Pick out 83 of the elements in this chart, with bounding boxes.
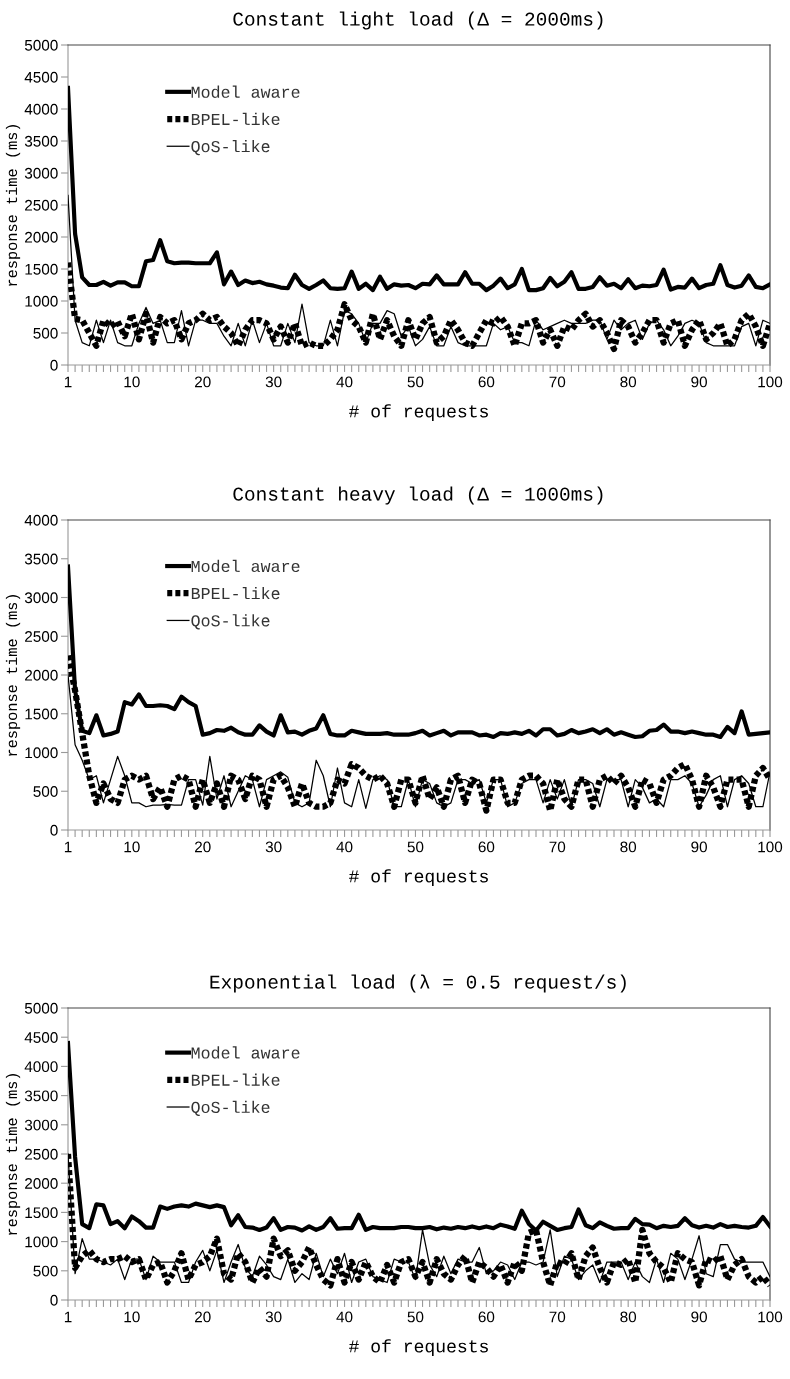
- y-tick-label: 2000: [25, 669, 58, 681]
- y-tick-label: 3500: [24, 553, 58, 565]
- x-tick-label: 1: [64, 841, 72, 853]
- y-tick-label: 2000: [25, 231, 58, 243]
- y-axis-title: response time (ms): [5, 125, 21, 286]
- y-tick-label: 1000: [25, 295, 58, 307]
- y-tick-label: 1500: [25, 1207, 58, 1219]
- x-tick-label: 100: [758, 1311, 783, 1323]
- y-tick-label: 3000: [24, 167, 58, 179]
- x-tick-label: 1: [64, 1311, 72, 1323]
- y-tick-label: 3000: [24, 592, 58, 604]
- x-tick-label: 90: [691, 841, 707, 853]
- y-tick-label: 2000: [25, 1178, 58, 1189]
- y-tick-label: 500: [33, 786, 58, 797]
- x-tick-label: 90: [691, 1311, 707, 1323]
- x-tick-label: 70: [549, 841, 566, 853]
- y-tick-label: 3500: [24, 1090, 58, 1102]
- y-tick-label: 5000: [24, 1002, 58, 1014]
- x-tick-label: 40: [336, 841, 353, 853]
- y-tick-label: 3000: [24, 1119, 58, 1131]
- y-tick-label: 0: [50, 1294, 58, 1306]
- legend-label: BPEL-like: [191, 587, 280, 600]
- legend-label: BPEL-like: [191, 112, 280, 126]
- x-tick-label: 50: [407, 1311, 424, 1323]
- y-tick-label: 4500: [24, 1032, 58, 1043]
- y-tick-label: 500: [33, 327, 58, 339]
- chart-title: Exponential load (λ = 0.5 request/s): [210, 974, 626, 993]
- legend-label: Model aware: [191, 85, 300, 98]
- y-tick-label: 2500: [25, 1148, 58, 1160]
- y-tick-label: 0: [50, 824, 58, 836]
- y-tick-label: 2500: [25, 631, 58, 642]
- x-tick-label: 10: [124, 1311, 140, 1323]
- y-tick-label: 2500: [25, 199, 58, 211]
- x-tick-label: 30: [265, 1311, 282, 1323]
- x-tick-label: 50: [407, 841, 424, 853]
- y-tick-label: 4000: [24, 103, 58, 115]
- x-tick-label: 100: [758, 376, 783, 388]
- x-tick-label: 80: [620, 841, 637, 853]
- x-tick-label: 30: [265, 376, 282, 388]
- y-axis-title: response time (ms): [5, 1074, 21, 1235]
- x-tick-label: 80: [620, 1311, 637, 1323]
- legend-label: QoS-like: [191, 614, 270, 630]
- y-tick-label: 4000: [24, 1061, 58, 1073]
- x-tick-label: 70: [549, 376, 566, 388]
- x-axis-title: # of requests: [349, 404, 488, 422]
- legend-label: QoS-like: [191, 1100, 270, 1116]
- legend-label: BPEL-like: [191, 1073, 280, 1086]
- y-tick-label: 0: [50, 359, 58, 371]
- y-tick-label: 1500: [25, 708, 58, 720]
- y-tick-label: 1500: [25, 263, 58, 275]
- x-tick-label: 60: [478, 1311, 495, 1323]
- x-axis-title: # of requests: [349, 869, 488, 887]
- x-tick-label: 80: [620, 376, 637, 388]
- y-tick-label: 1000: [25, 747, 58, 759]
- legend-label: QoS-like: [191, 140, 270, 156]
- x-tick-label: 70: [549, 1311, 566, 1323]
- y-tick-label: 4000: [24, 514, 58, 526]
- y-axis-title: response time (ms): [5, 595, 21, 756]
- x-tick-label: 20: [195, 376, 211, 388]
- y-tick-label: 5000: [24, 39, 58, 51]
- x-tick-label: 10: [124, 841, 140, 853]
- x-tick-label: 60: [478, 841, 495, 853]
- line-series: [68, 85, 770, 293]
- legend-label: Model aware: [191, 1046, 300, 1059]
- x-tick-label: 10: [124, 376, 140, 388]
- legend-label: Model aware: [191, 559, 300, 573]
- x-tick-label: 100: [758, 841, 783, 853]
- y-tick-label: 500: [33, 1265, 58, 1277]
- y-tick-label: 3500: [24, 135, 58, 147]
- y-tick-label: 4500: [24, 71, 58, 83]
- x-tick-label: 20: [195, 841, 211, 853]
- x-tick-label: 20: [195, 1311, 211, 1323]
- x-tick-label: 90: [691, 376, 707, 388]
- x-tick-label: 40: [336, 376, 353, 388]
- x-tick-label: 1: [64, 376, 72, 388]
- x-tick-label: 30: [265, 841, 282, 853]
- y-tick-label: 1000: [25, 1236, 58, 1248]
- x-axis-title: # of requests: [349, 1339, 488, 1357]
- x-tick-label: 40: [336, 1311, 353, 1323]
- x-tick-label: 50: [407, 376, 424, 388]
- chart-title: Constant light load (Δ = 2000ms): [233, 11, 603, 30]
- x-tick-label: 60: [478, 376, 495, 388]
- chart-title: Constant heavy load (Δ = 1000ms): [233, 486, 603, 505]
